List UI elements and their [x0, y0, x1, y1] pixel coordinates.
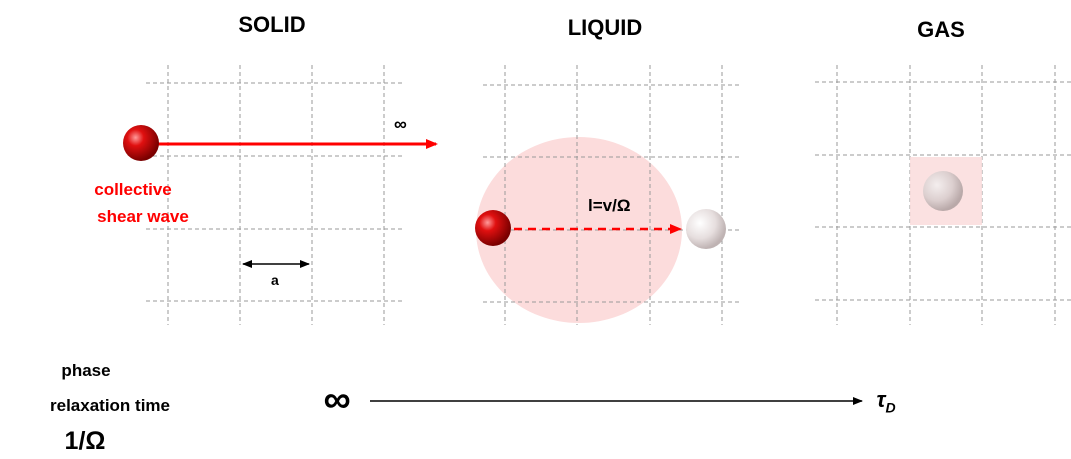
axis-start-infinity: ∞: [323, 379, 351, 421]
shear-wave-label: shear wave: [97, 207, 189, 226]
inverse-omega-label: 1/Ω: [64, 427, 106, 455]
phase-label: phase: [61, 361, 111, 380]
solid-title: SOLID: [238, 12, 306, 37]
liquid-particle: [475, 210, 511, 246]
axis-end-tau: τD: [876, 387, 895, 415]
collective-label: collective: [94, 180, 172, 199]
solid-particle: [123, 125, 159, 161]
relaxation-time-label: relaxation time: [50, 396, 170, 415]
gas-particle: [923, 171, 963, 211]
spacing-label: a: [271, 272, 279, 288]
tau-symbol: τ: [876, 387, 886, 412]
solid-infinity-label: ∞: [394, 114, 407, 134]
liquid-path-label: l=v/Ω: [588, 196, 631, 215]
solid-grid: [146, 65, 404, 325]
gas-title: GAS: [917, 17, 965, 42]
tau-subscript: D: [885, 399, 896, 416]
liquid-grid: [483, 65, 740, 325]
liquid-title: LIQUID: [567, 15, 643, 40]
liquid-ghost-particle: [686, 209, 726, 249]
liquid-halo: [476, 137, 682, 323]
